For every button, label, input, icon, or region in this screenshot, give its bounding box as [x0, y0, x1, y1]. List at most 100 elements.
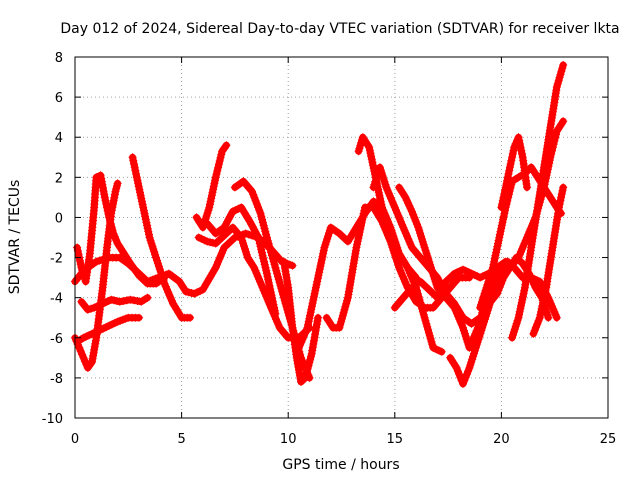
data-point [213, 241, 218, 246]
data-point [480, 325, 485, 330]
data-point [179, 315, 184, 320]
x-tick-label: 5 [177, 432, 185, 447]
data-point [130, 155, 135, 160]
data-point [230, 209, 235, 214]
data-point [392, 305, 397, 310]
series-sat-b [73, 313, 143, 346]
data-point [371, 199, 376, 204]
series-sat-g [192, 141, 231, 232]
data-point [380, 205, 384, 210]
data-point [264, 235, 269, 240]
y-axis-label: SDTVAR / TECUs [7, 180, 23, 295]
data-point [239, 205, 244, 210]
data-point [83, 279, 88, 284]
data-point [162, 281, 167, 286]
series-sat-e [73, 171, 169, 288]
data-point [337, 231, 342, 236]
data-point [561, 119, 566, 124]
data-point [313, 285, 318, 290]
data-point [435, 295, 440, 300]
data-point [145, 281, 150, 286]
data-point [113, 189, 118, 194]
data-point [448, 355, 453, 360]
data-point [345, 239, 350, 244]
data-point [122, 251, 126, 256]
data-point [392, 245, 397, 250]
data-point [273, 265, 278, 270]
data-point [345, 295, 350, 300]
data-point [497, 235, 502, 240]
data-point [461, 381, 465, 386]
data-point [561, 63, 566, 67]
data-point [286, 335, 291, 340]
data-point [416, 225, 421, 230]
data-point [200, 287, 205, 292]
data-point [473, 345, 478, 350]
data-point [478, 275, 483, 280]
data-point [529, 165, 534, 170]
data-point [137, 315, 141, 320]
data-point [461, 325, 465, 330]
data-point [548, 195, 553, 200]
data-point [194, 215, 199, 220]
data-point [115, 241, 120, 246]
data-point [188, 315, 193, 320]
data-point [522, 285, 527, 290]
data-point [299, 379, 303, 384]
data-point [452, 271, 457, 276]
data-point [337, 325, 342, 330]
data-point [371, 205, 376, 210]
data-point [431, 305, 436, 310]
x-tick-label: 15 [387, 432, 404, 447]
x-tick-label: 25 [600, 432, 617, 447]
data-point [499, 275, 504, 280]
data-point [192, 291, 197, 296]
y-tick-label: -8 [50, 372, 63, 387]
tick-layer: 0 5 10 15 20 25 -10 -8 -6 -4 -2 0 2 4 6 8 [42, 51, 617, 447]
data-point [467, 345, 472, 350]
data-point [520, 261, 525, 266]
data-point [418, 255, 423, 260]
data-point [409, 245, 414, 250]
data-point [546, 315, 551, 320]
data-point [290, 263, 295, 268]
x-tick-label: 10 [280, 432, 297, 447]
data-layer [71, 61, 568, 388]
series-sat-x [529, 183, 568, 338]
y-tick-label: 4 [55, 131, 63, 146]
data-point [422, 315, 427, 320]
data-point [397, 185, 402, 190]
data-point [324, 315, 329, 320]
data-point [537, 279, 542, 284]
series-markers [194, 223, 314, 342]
data-point [256, 235, 261, 240]
data-point [397, 265, 402, 270]
data-point [241, 179, 246, 184]
data-point [316, 315, 320, 320]
data-point [243, 231, 248, 236]
data-point [495, 291, 500, 296]
y-tick-label: 8 [55, 51, 63, 66]
data-point [94, 259, 99, 264]
series-sat-u [497, 133, 531, 212]
data-point [296, 345, 301, 350]
data-point [145, 295, 150, 300]
data-point [401, 295, 406, 300]
data-point [354, 245, 359, 250]
data-point [109, 297, 114, 302]
x-tick-label: 20 [493, 432, 510, 447]
data-point [77, 345, 82, 350]
data-point [79, 299, 84, 304]
series-sat-j [203, 203, 280, 318]
data-point [137, 273, 141, 278]
data-point [92, 205, 97, 210]
data-point [478, 305, 483, 310]
data-point [405, 265, 410, 270]
data-point [286, 285, 291, 290]
data-point [431, 345, 436, 350]
data-point [115, 181, 120, 186]
data-point [200, 225, 205, 230]
y-tick-label: 6 [55, 91, 63, 106]
y-tick-label: -6 [50, 332, 63, 347]
